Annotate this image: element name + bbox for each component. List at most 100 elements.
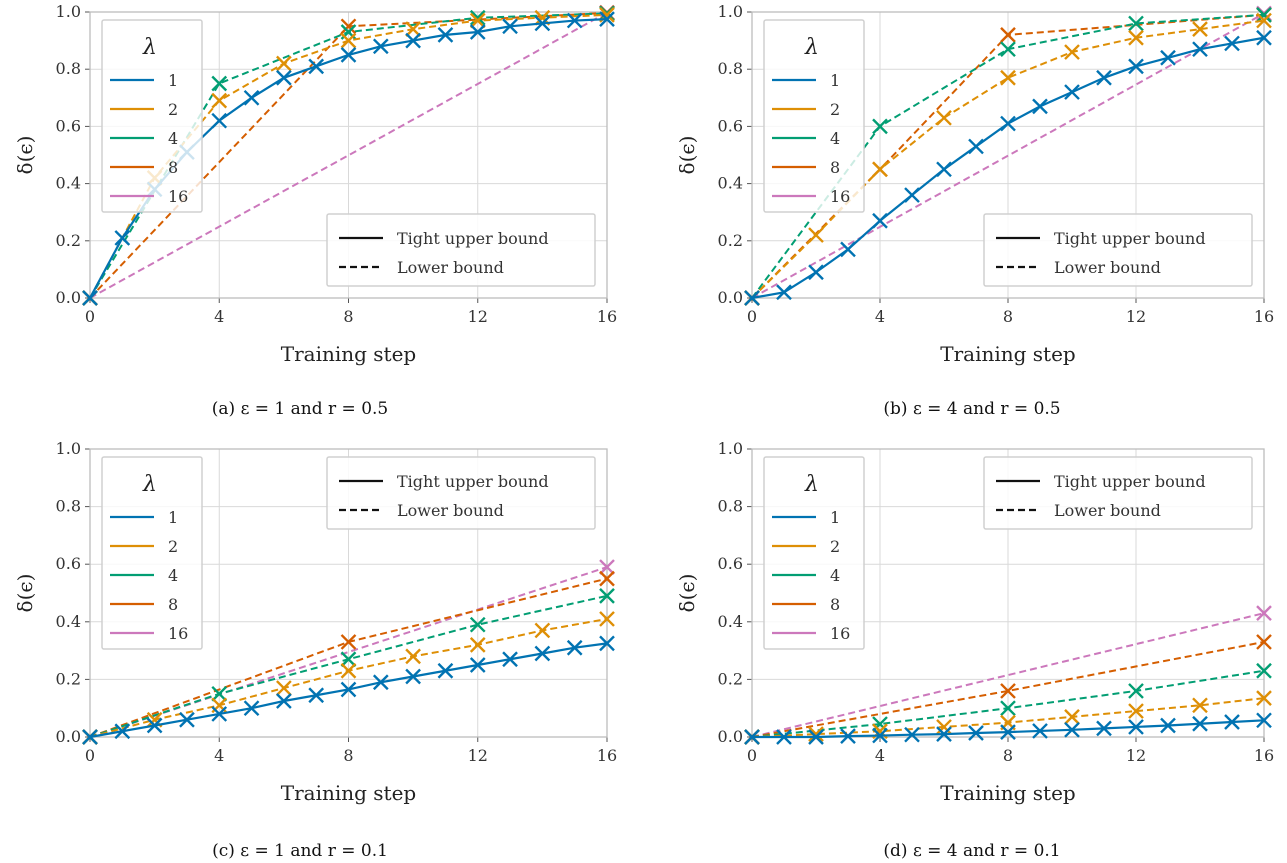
series-marker-lambda-1 (1064, 721, 1080, 738)
legend-label-upper-bound: Tight upper bound (397, 229, 549, 248)
legend-label-lambda-4: 4 (168, 566, 178, 585)
series-marker-lambda-1 (599, 11, 615, 27)
series-marker-lambda-2 (936, 719, 952, 735)
y-tick-label: 0.6 (56, 116, 81, 135)
legend-box (983, 213, 1253, 287)
x-axis-label: Training step (940, 342, 1075, 366)
series-marker-lambda-8 (599, 570, 615, 587)
series-marker-lambda-1 (776, 729, 792, 745)
legend-box (763, 456, 865, 650)
legend-label-lambda-2: 2 (830, 537, 840, 556)
legend-title: λ (142, 472, 157, 497)
series-marker-lambda-4 (872, 118, 888, 135)
series-marker-lambda-8 (1000, 683, 1016, 699)
x-tick-label: 4 (214, 746, 224, 765)
y-tick-label: 0.8 (718, 59, 743, 78)
series-marker-lambda-1 (808, 729, 824, 745)
plot-frame (751, 448, 1265, 738)
series-marker-lambda-1 (1032, 98, 1048, 115)
series-marker-lambda-4 (469, 616, 486, 633)
legend-label-lower-bound: Lower bound (1054, 501, 1161, 520)
legend-style: Tight upper bound Lower bound (983, 456, 1253, 530)
series-marker-lambda-1 (566, 12, 583, 29)
legend-title: λ (804, 472, 819, 497)
series-marker-lambda-8 (340, 18, 357, 35)
legend-box (101, 19, 203, 213)
series-marker-lambda-4 (599, 588, 615, 604)
series-marker-lambda-1 (968, 138, 984, 155)
y-tick-label: 0.6 (718, 554, 743, 573)
y-tick-label: 0.0 (718, 288, 743, 307)
x-tick-label: 0 (85, 746, 95, 765)
legend-lambda: λ1 2 4 8 16 (101, 456, 203, 650)
y-tick-label: 0.6 (56, 554, 81, 573)
series-marker-lambda-1 (1096, 720, 1112, 737)
series-marker-lambda-4 (1128, 15, 1144, 32)
x-tick-label: 8 (1003, 307, 1013, 326)
x-tick-label: 12 (468, 307, 488, 326)
y-tick-label: 0.4 (56, 174, 81, 193)
series-marker-lambda-2 (405, 21, 421, 38)
series-marker-lambda-1 (904, 187, 920, 203)
x-tick-label: 0 (747, 307, 757, 326)
series-marker-lambda-1 (405, 32, 421, 49)
panel-caption: (b) ε = 4 and r = 0.5 (883, 399, 1060, 419)
series-marker-lambda-4 (872, 716, 888, 732)
series-marker-lambda-4 (211, 75, 228, 92)
series-marker-lambda-1 (243, 700, 260, 717)
series-marker-lambda-1 (308, 687, 325, 704)
series-marker-lambda-1 (808, 264, 824, 281)
y-tick-label: 0.0 (56, 727, 81, 746)
x-tick-label: 4 (214, 307, 224, 326)
series-marker-lambda-1 (114, 230, 131, 246)
plot-frame (89, 448, 608, 738)
series-marker-lambda-8 (1256, 634, 1272, 650)
series-marker-lambda-1 (276, 693, 292, 709)
legend-lambda: λ1 2 4 8 16 (763, 19, 865, 213)
x-tick-label: 16 (1254, 307, 1274, 326)
legend-box (326, 456, 596, 530)
x-tick-label: 12 (468, 746, 488, 765)
series-marker-lambda-1 (1000, 115, 1016, 132)
series-marker-lambda-1 (872, 727, 888, 744)
legend-label-lambda-2: 2 (168, 537, 178, 556)
series-marker-lambda-1 (1224, 714, 1240, 730)
series-marker-lambda-4 (1256, 7, 1272, 23)
series-marker-lambda-1 (243, 89, 260, 106)
legend-label-lambda-1: 1 (830, 71, 840, 90)
x-axis-label: Training step (281, 781, 416, 805)
series-marker-lambda-2 (534, 9, 551, 26)
x-tick-label: 4 (875, 307, 885, 326)
series-marker-lambda-1 (566, 639, 583, 656)
x-tick-label: 16 (597, 307, 617, 326)
series-marker-lambda-1 (308, 58, 325, 75)
series-marker-lambda-1 (1192, 715, 1208, 732)
y-tick-label: 0.2 (56, 231, 81, 250)
series-marker-lambda-1 (1096, 69, 1112, 86)
series-marker-lambda-1 (1160, 717, 1176, 734)
legend-label-lambda-8: 8 (168, 595, 178, 614)
panel-caption: (d) ε = 4 and r = 0.1 (883, 841, 1060, 861)
series-marker-lambda-1 (904, 726, 920, 743)
legend-box (101, 456, 203, 650)
y-tick-label: 0.8 (56, 497, 81, 516)
legend-label-lambda-16: 16 (830, 624, 850, 643)
series-marker-lambda-1 (1128, 58, 1144, 75)
legend-title: λ (142, 35, 157, 60)
series-marker-lambda-1 (211, 706, 228, 722)
legend-label-lambda-4: 4 (830, 129, 840, 148)
y-axis-label: δ(ϵ) (13, 574, 37, 613)
y-tick-label: 1.0 (56, 439, 81, 458)
y-tick-label: 1.0 (56, 2, 81, 21)
series-marker-lambda-2 (936, 109, 952, 126)
series-marker-lambda-2 (1064, 44, 1080, 60)
legend-title: λ (804, 35, 819, 60)
series-line-lambda-8 (751, 640, 1265, 738)
x-axis-label: Training step (940, 781, 1075, 805)
x-tick-label: 0 (747, 746, 757, 765)
legend-label-lambda-4: 4 (830, 566, 840, 585)
y-axis-label: δ(ϵ) (675, 136, 699, 175)
series-line-lambda-16 (751, 12, 1265, 299)
